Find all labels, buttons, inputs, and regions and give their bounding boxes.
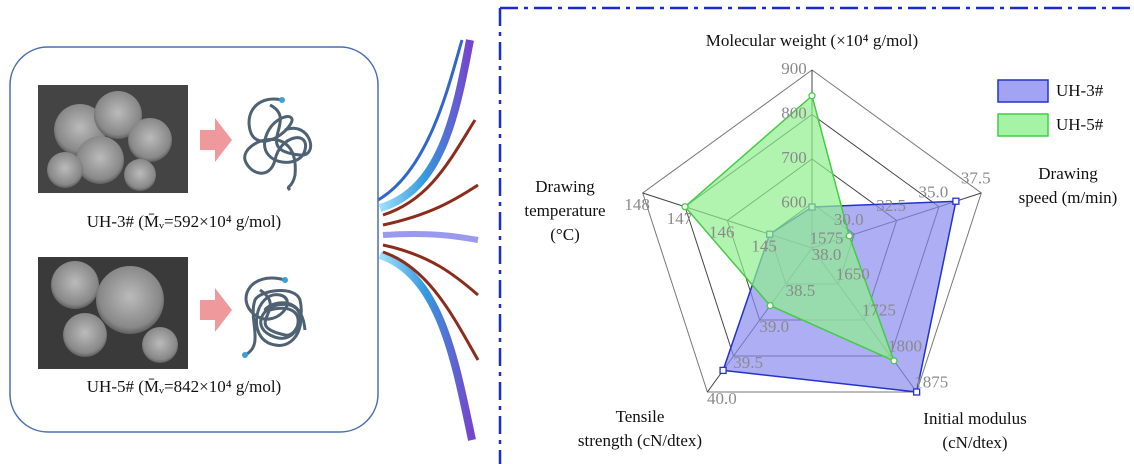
data-point [809,93,815,99]
tick-label: 32.5 [876,196,906,215]
tick-label: 146 [709,223,735,242]
tick-label: 39.5 [733,353,763,372]
legend-swatch [998,80,1048,102]
sem-image [38,257,188,369]
chain-end [282,277,288,283]
tick-label: 700 [781,148,807,167]
tick-label: 1650 [836,265,870,284]
data-point [891,358,897,364]
chain-end [242,352,248,358]
tick-label: 40.0 [707,389,737,408]
tick-label: 1875 [914,373,948,392]
tick-label: 145 [751,236,777,255]
fiber-drawing [378,40,478,440]
legend-swatch [998,114,1048,136]
axis-name: temperature [524,201,605,220]
axis-name: (cN/dtex) [942,433,1007,452]
data-point [720,367,726,373]
radar-chart: 60070080090030.032.535.037.5157516501725… [524,31,1117,452]
tick-label: 600 [781,192,807,211]
tick-label: 1725 [862,301,896,320]
axis-name: strength (cN/dtex) [578,431,702,450]
legend-label: UH-3# [1056,81,1104,100]
tick-label: 30.0 [834,210,864,229]
tick-label: 35.0 [919,182,949,201]
axis-name: Molecular weight (×10⁴ g/mol) [706,31,918,50]
tick-label: 38.0 [812,245,842,264]
data-point [846,233,852,239]
axis-name: (°C) [550,225,579,244]
tick-label: 147 [667,209,693,228]
panel-label: UH-5# (M̄ᵥ=842×10⁴ g/mol) [87,377,281,396]
tick-label: 37.5 [961,169,991,188]
sem-image [38,85,188,193]
tick-label: 39.0 [759,317,789,336]
axis-name: Tensile [616,407,665,426]
axis-name: speed (m/min) [1019,188,1118,207]
data-point [767,303,773,309]
axis-name: Drawing [535,177,595,196]
tick-label: 800 [781,103,807,122]
legend-label: UH-5# [1056,115,1104,134]
data-point [953,198,959,204]
tick-label: 148 [624,195,650,214]
figure: UH-3# (M̄ᵥ=592×10⁴ g/mol) UH-5# (M̄ᵥ=842… [0,0,1134,464]
axis-name: Drawing [1038,164,1098,183]
panel-label: UH-3# (M̄ᵥ=592×10⁴ g/mol) [87,212,281,231]
tick-label: 38.5 [786,281,816,300]
tick-label: 1800 [888,337,922,356]
axis-name: Initial modulus [923,409,1026,428]
tick-label: 900 [781,59,807,78]
chain-end [279,97,285,103]
